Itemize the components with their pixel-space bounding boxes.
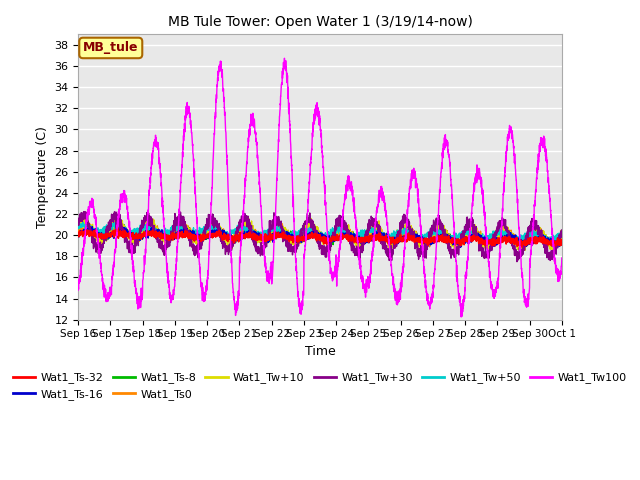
Line: Wat1_Ts0: Wat1_Ts0 bbox=[78, 220, 562, 251]
Wat1_Ts0 bbox=[74, 222, 82, 228]
Wat1_Ts-32 bbox=[558, 241, 566, 247]
Legend: Wat1_Ts-32, Wat1_Ts-16, Wat1_Ts-8, Wat1_Ts0, Wat1_Tw+10, Wat1_Tw+30, Wat1_Tw+50,: Wat1_Ts-32, Wat1_Ts-16, Wat1_Ts-8, Wat1_… bbox=[9, 368, 631, 404]
Text: MB_tule: MB_tule bbox=[83, 41, 138, 54]
Line: Wat1_Tw+50: Wat1_Tw+50 bbox=[78, 222, 562, 243]
Line: Wat1_Ts-16: Wat1_Ts-16 bbox=[78, 225, 562, 248]
Wat1_Ts0 bbox=[497, 236, 504, 241]
Wat1_Tw+30 bbox=[130, 247, 138, 252]
Wat1_Tw+10 bbox=[548, 238, 556, 244]
Wat1_Ts-32 bbox=[74, 234, 82, 240]
Wat1_Ts0 bbox=[158, 236, 166, 241]
Line: Wat1_Ts-8: Wat1_Ts-8 bbox=[78, 224, 562, 248]
Wat1_Ts-16 bbox=[158, 232, 166, 238]
Title: MB Tule Tower: Open Water 1 (3/19/14-now): MB Tule Tower: Open Water 1 (3/19/14-now… bbox=[168, 15, 472, 29]
Wat1_Ts-8 bbox=[558, 241, 566, 247]
Wat1_Tw100 bbox=[458, 314, 465, 320]
Wat1_Ts0 bbox=[558, 239, 566, 245]
Wat1_Ts-16 bbox=[552, 245, 560, 251]
Wat1_Tw+30 bbox=[80, 209, 88, 215]
Wat1_Tw+10 bbox=[497, 227, 504, 233]
Wat1_Ts-8 bbox=[158, 232, 166, 238]
Wat1_Ts-32 bbox=[130, 236, 138, 242]
Wat1_Tw+50 bbox=[548, 235, 556, 240]
Wat1_Ts-8 bbox=[83, 221, 90, 227]
Wat1_Tw+50 bbox=[79, 219, 87, 225]
Wat1_Tw100 bbox=[260, 246, 268, 252]
Wat1_Ts-8 bbox=[74, 228, 82, 234]
Wat1_Tw+30 bbox=[158, 245, 166, 251]
Wat1_Tw100 bbox=[497, 245, 504, 251]
Wat1_Ts-8 bbox=[281, 228, 289, 234]
Wat1_Tw+30 bbox=[74, 218, 82, 224]
Wat1_Ts-32 bbox=[158, 236, 166, 241]
Wat1_Ts-16 bbox=[497, 238, 504, 244]
Wat1_Ts-32 bbox=[281, 235, 289, 240]
Wat1_Tw100 bbox=[129, 269, 137, 275]
Wat1_Tw100 bbox=[281, 63, 289, 69]
Wat1_Ts-8 bbox=[260, 237, 268, 242]
Line: Wat1_Tw+10: Wat1_Tw+10 bbox=[78, 216, 562, 252]
X-axis label: Time: Time bbox=[305, 345, 335, 358]
Wat1_Ts-16 bbox=[281, 231, 289, 237]
Wat1_Tw+50 bbox=[158, 231, 166, 237]
Wat1_Tw100 bbox=[158, 196, 166, 202]
Wat1_Ts0 bbox=[130, 233, 138, 239]
Wat1_Ts0 bbox=[81, 217, 88, 223]
Wat1_Tw100 bbox=[280, 55, 288, 61]
Wat1_Tw+10 bbox=[74, 222, 82, 228]
Wat1_Tw+30 bbox=[281, 237, 289, 242]
Wat1_Ts-8 bbox=[551, 245, 559, 251]
Wat1_Tw+30 bbox=[558, 228, 566, 233]
Wat1_Ts-16 bbox=[85, 222, 93, 228]
Wat1_Tw+50 bbox=[74, 226, 82, 231]
Wat1_Tw100 bbox=[558, 255, 566, 261]
Wat1_Tw+30 bbox=[513, 259, 521, 264]
Wat1_Tw+10 bbox=[281, 228, 289, 234]
Wat1_Ts0 bbox=[281, 229, 289, 235]
Wat1_Ts-16 bbox=[558, 240, 566, 246]
Wat1_Ts-32 bbox=[518, 244, 526, 250]
Wat1_Tw+10 bbox=[558, 235, 566, 240]
Wat1_Tw+10 bbox=[548, 249, 556, 254]
Wat1_Ts-32 bbox=[115, 225, 122, 231]
Wat1_Tw+30 bbox=[260, 247, 268, 252]
Wat1_Ts-32 bbox=[497, 240, 504, 246]
Wat1_Ts-32 bbox=[260, 236, 268, 241]
Wat1_Ts-8 bbox=[548, 239, 556, 244]
Wat1_Tw+50 bbox=[281, 230, 289, 236]
Wat1_Tw+10 bbox=[130, 235, 138, 240]
Wat1_Ts-16 bbox=[548, 241, 556, 247]
Line: Wat1_Ts-32: Wat1_Ts-32 bbox=[78, 228, 562, 247]
Line: Wat1_Tw100: Wat1_Tw100 bbox=[78, 58, 562, 317]
Wat1_Tw+30 bbox=[548, 249, 556, 254]
Wat1_Tw+50 bbox=[130, 230, 138, 236]
Y-axis label: Temperature (C): Temperature (C) bbox=[36, 126, 49, 228]
Wat1_Ts-32 bbox=[548, 241, 556, 247]
Wat1_Ts-8 bbox=[130, 235, 138, 240]
Wat1_Tw+50 bbox=[497, 228, 504, 234]
Wat1_Ts-16 bbox=[260, 238, 268, 243]
Wat1_Ts-8 bbox=[497, 234, 504, 240]
Wat1_Tw+10 bbox=[260, 241, 268, 247]
Wat1_Ts0 bbox=[552, 248, 559, 253]
Wat1_Ts-16 bbox=[130, 233, 138, 239]
Wat1_Ts0 bbox=[548, 240, 556, 246]
Wat1_Tw+10 bbox=[158, 234, 166, 240]
Wat1_Tw+50 bbox=[558, 231, 566, 237]
Wat1_Ts0 bbox=[260, 240, 268, 245]
Line: Wat1_Tw+30: Wat1_Tw+30 bbox=[78, 212, 562, 262]
Wat1_Tw+50 bbox=[544, 240, 552, 246]
Wat1_Tw100 bbox=[74, 288, 82, 293]
Wat1_Tw+10 bbox=[80, 214, 88, 219]
Wat1_Tw+50 bbox=[260, 234, 268, 240]
Wat1_Tw100 bbox=[548, 240, 556, 246]
Wat1_Tw+30 bbox=[497, 223, 504, 228]
Wat1_Ts-16 bbox=[74, 230, 82, 236]
